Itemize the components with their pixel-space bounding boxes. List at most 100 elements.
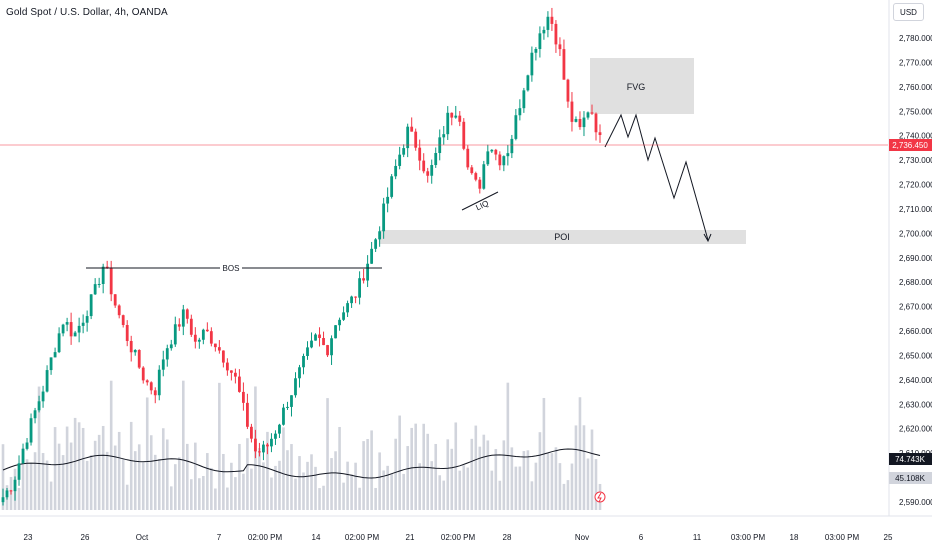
price-tick-label: 2,640.000 — [899, 376, 932, 385]
symbol-title: Gold Spot / U.S. Dollar, 4h, OANDA — [6, 7, 168, 18]
volume-bar — [402, 473, 405, 510]
volume-bar — [554, 447, 558, 510]
candle-body — [217, 347, 221, 351]
volume-bar — [274, 465, 277, 510]
candle-body — [65, 322, 69, 325]
candle-body — [69, 322, 73, 337]
price-tick-label: 2,700.000 — [899, 229, 932, 238]
candle-body — [330, 338, 333, 356]
candle-body — [366, 263, 370, 281]
volume-bar — [45, 460, 49, 510]
candle-body — [125, 324, 129, 341]
volume-bar — [590, 429, 594, 510]
candle-body — [462, 121, 466, 149]
volume-bar — [57, 443, 61, 510]
volume-bar — [550, 453, 554, 510]
candle-body — [21, 448, 25, 464]
volume-bar — [510, 447, 514, 510]
volume-bar — [326, 398, 329, 510]
volume-bar — [322, 485, 325, 510]
volume-bar — [338, 426, 341, 510]
volume-bar — [113, 445, 117, 510]
bos-label-bg — [220, 262, 242, 274]
volume-bar — [105, 451, 109, 510]
volume-bar — [37, 386, 41, 510]
price-tick-label: 2,780.000 — [899, 34, 932, 43]
time-tick-label: 18 — [790, 533, 799, 542]
candle-body — [33, 410, 37, 419]
time-tick-label: 28 — [503, 533, 512, 542]
candle-body — [454, 115, 458, 118]
candle-body — [518, 108, 522, 116]
candle-body — [81, 322, 85, 326]
volume-bar — [302, 472, 305, 510]
volume-bar — [414, 423, 417, 510]
candle-body — [342, 312, 345, 320]
volume-bar — [109, 380, 113, 510]
candle-body — [398, 154, 402, 166]
candle-body — [286, 406, 289, 408]
volume-bar — [125, 484, 129, 510]
volume-bar — [234, 477, 237, 510]
time-tick-label: 11 — [693, 533, 702, 542]
candle-body — [570, 101, 574, 122]
volume-bar — [430, 461, 434, 510]
candle-body — [558, 44, 562, 50]
candle-body — [109, 267, 113, 295]
volume-bar — [526, 450, 530, 510]
candle-body — [514, 115, 518, 139]
volume-bar — [318, 488, 321, 510]
candle-body — [209, 331, 213, 344]
candle-body — [418, 147, 422, 161]
candle-body — [370, 248, 374, 264]
candle-body — [157, 369, 161, 396]
volume-bar — [41, 453, 45, 510]
volume-bar — [173, 464, 177, 510]
volume-bar — [522, 451, 526, 510]
volume-bar — [582, 425, 586, 510]
volume-bar — [386, 465, 389, 510]
price-tick-label: 2,670.000 — [899, 303, 932, 312]
volume-bar — [466, 467, 470, 510]
time-tick-label: 6 — [639, 533, 644, 542]
bos-label: BOS — [223, 264, 240, 273]
time-tick-label: 26 — [81, 533, 90, 542]
volume-bar — [222, 453, 225, 510]
volume-bar — [502, 440, 506, 510]
volume-bar — [65, 426, 69, 510]
volume-bar — [129, 421, 133, 510]
candle-body — [258, 451, 261, 453]
volume-bar — [454, 422, 458, 510]
price-tick-label: 2,690.000 — [899, 254, 932, 263]
volume-bar — [33, 452, 37, 510]
candle-body — [494, 149, 498, 155]
time-tick-label: 21 — [406, 533, 415, 542]
volume-bar — [206, 453, 209, 510]
liq-line — [461, 191, 499, 211]
time-tick-label: 7 — [217, 533, 222, 542]
volume-bar — [506, 382, 510, 510]
time-tick-label: 14 — [312, 533, 321, 542]
candle-body — [402, 148, 406, 155]
candle-body — [262, 444, 265, 453]
volume-bar — [494, 449, 498, 510]
candle-body — [53, 352, 57, 358]
candle-body — [434, 153, 438, 166]
volume-bar — [101, 425, 105, 510]
candle-body — [189, 318, 193, 335]
candle-body — [310, 340, 313, 348]
candle-body — [121, 315, 125, 325]
candle-body — [334, 325, 337, 339]
volume-bar — [145, 397, 149, 510]
volume-bar — [578, 397, 582, 510]
currency-button[interactable]: USD — [893, 3, 924, 21]
price-tick-label: 2,650.000 — [899, 351, 932, 360]
candle-body — [582, 117, 586, 128]
candle-body — [486, 151, 490, 165]
candle-body — [490, 149, 494, 152]
volume-bar — [390, 473, 393, 510]
candle-body — [29, 418, 33, 443]
volume-bar — [230, 462, 233, 510]
